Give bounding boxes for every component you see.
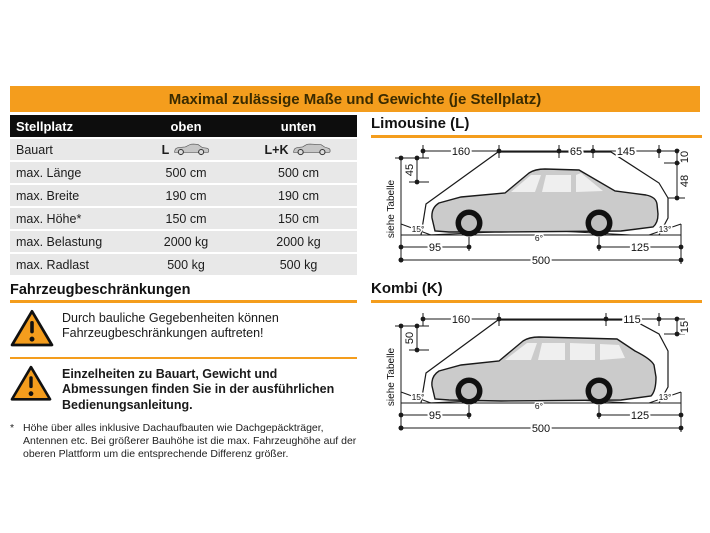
dim-125: 125 bbox=[631, 242, 649, 254]
warning-text-1: Durch bauliche Gegebenheiten können Fahr… bbox=[62, 311, 279, 341]
limousine-heading: Limousine (L) bbox=[371, 115, 702, 138]
warning-block-1: Durch bauliche Gegebenheiten können Fahr… bbox=[10, 308, 357, 353]
kombi-diagram: 160 115 15 siehe Tabelle 50 15° 6° 13° 9… bbox=[386, 312, 693, 437]
orange-divider bbox=[10, 357, 357, 359]
dim-160: 160 bbox=[452, 314, 470, 326]
table-row-bauart: Bauart L L+K bbox=[10, 139, 357, 160]
row-label: max. Breite bbox=[16, 188, 80, 203]
dim-115: 115 bbox=[623, 314, 641, 326]
dim-145: 145 bbox=[617, 146, 635, 158]
angle-13: 13° bbox=[659, 224, 672, 234]
table-header-row: Stellplatz oben unten bbox=[10, 115, 357, 137]
row-value-unten: 2000 kg bbox=[276, 234, 321, 249]
warning-triangle-icon bbox=[10, 309, 54, 347]
dim-500: 500 bbox=[532, 255, 550, 267]
bauart-oben-value: L bbox=[161, 142, 170, 157]
sedan-icon bbox=[174, 143, 210, 156]
row-value-oben: 190 cm bbox=[165, 188, 207, 203]
angle-15: 15° bbox=[412, 224, 425, 234]
limousine-diagram: 160 65 145 10 48 siehe Tabelle 45 15° 6°… bbox=[386, 144, 693, 269]
dim-95: 95 bbox=[429, 242, 441, 254]
siehe-tabelle-label: siehe Tabelle bbox=[386, 347, 397, 406]
spec-table: Stellplatz oben unten Bauart L L+K bbox=[10, 115, 357, 275]
warning-icon bbox=[10, 308, 62, 353]
dim-125: 125 bbox=[631, 410, 649, 422]
table-row-laenge: max. Länge 500 cm 500 cm bbox=[10, 162, 357, 183]
warning-triangle-icon bbox=[10, 365, 52, 401]
col-header-unten: unten bbox=[280, 118, 317, 134]
dim-15: 15 bbox=[679, 321, 691, 333]
dim-48: 48 bbox=[679, 175, 691, 187]
row-label: max. Höhe* bbox=[16, 211, 82, 226]
footnote-text: Höhe über alles inklusive Dachaufbauten … bbox=[23, 421, 357, 460]
row-label: max. Belastung bbox=[16, 234, 103, 249]
angle-6: 6° bbox=[535, 401, 543, 411]
bauart-oben-cell: L bbox=[132, 143, 240, 157]
dim-95: 95 bbox=[429, 410, 441, 422]
dim-65: 65 bbox=[570, 146, 582, 158]
col-header-stellplatz: Stellplatz bbox=[16, 118, 74, 134]
dim-160: 160 bbox=[452, 146, 470, 158]
bauart-unten-cell: L+K bbox=[240, 143, 357, 157]
bauart-unten-value: L+K bbox=[264, 142, 289, 157]
dim-500: 500 bbox=[532, 423, 550, 435]
row-value-oben: 500 cm bbox=[165, 165, 207, 180]
restrictions-heading: Fahrzeugbeschränkungen bbox=[10, 282, 357, 303]
row-value-unten: 500 cm bbox=[278, 165, 319, 180]
table-row-radlast: max. Radlast 500 kg 500 kg bbox=[10, 254, 357, 275]
row-value-unten: 500 kg bbox=[279, 257, 318, 272]
row-value-oben: 150 cm bbox=[165, 211, 207, 226]
warning-text-2: Einzelheiten zu Bauart, Gewicht und Abme… bbox=[62, 367, 335, 412]
col-header-oben: oben bbox=[170, 118, 202, 134]
row-label: max. Radlast bbox=[16, 257, 89, 272]
row-value-oben: 500 kg bbox=[167, 257, 205, 272]
warning-icon bbox=[10, 364, 62, 407]
page-title: Maximal zulässige Maße und Gewichte (je … bbox=[10, 86, 700, 112]
dim-50: 50 bbox=[404, 332, 416, 344]
angle-15: 15° bbox=[412, 392, 425, 402]
page-title-text: Maximal zulässige Maße und Gewichte (je … bbox=[168, 90, 542, 108]
table-row-hoehe: max. Höhe* 150 cm 150 cm bbox=[10, 208, 357, 229]
row-label: Bauart bbox=[16, 142, 53, 157]
left-column: Stellplatz oben unten Bauart L L+K bbox=[10, 115, 357, 461]
table-row-belastung: max. Belastung 2000 kg 2000 kg bbox=[10, 231, 357, 252]
wagon-icon bbox=[293, 143, 331, 156]
kombi-heading: Kombi (K) bbox=[371, 280, 702, 303]
angle-6: 6° bbox=[535, 233, 543, 243]
dim-45: 45 bbox=[404, 164, 416, 176]
table-row-breite: max. Breite 190 cm 190 cm bbox=[10, 185, 357, 206]
right-column: Limousine (L) 160 65 145 bbox=[371, 115, 702, 448]
siehe-tabelle-label: siehe Tabelle bbox=[386, 179, 397, 238]
warning-block-2: Einzelheiten zu Bauart, Gewicht und Abme… bbox=[10, 364, 357, 413]
angle-13: 13° bbox=[659, 392, 672, 402]
row-value-unten: 150 cm bbox=[278, 211, 319, 226]
row-label: max. Länge bbox=[16, 165, 82, 180]
row-value-oben: 2000 kg bbox=[163, 234, 209, 249]
dim-10: 10 bbox=[679, 151, 691, 163]
footnote: * Höhe über alles inklusive Dachaufbaute… bbox=[10, 422, 357, 461]
row-value-unten: 190 cm bbox=[278, 188, 319, 203]
footnote-marker: * bbox=[10, 421, 15, 434]
